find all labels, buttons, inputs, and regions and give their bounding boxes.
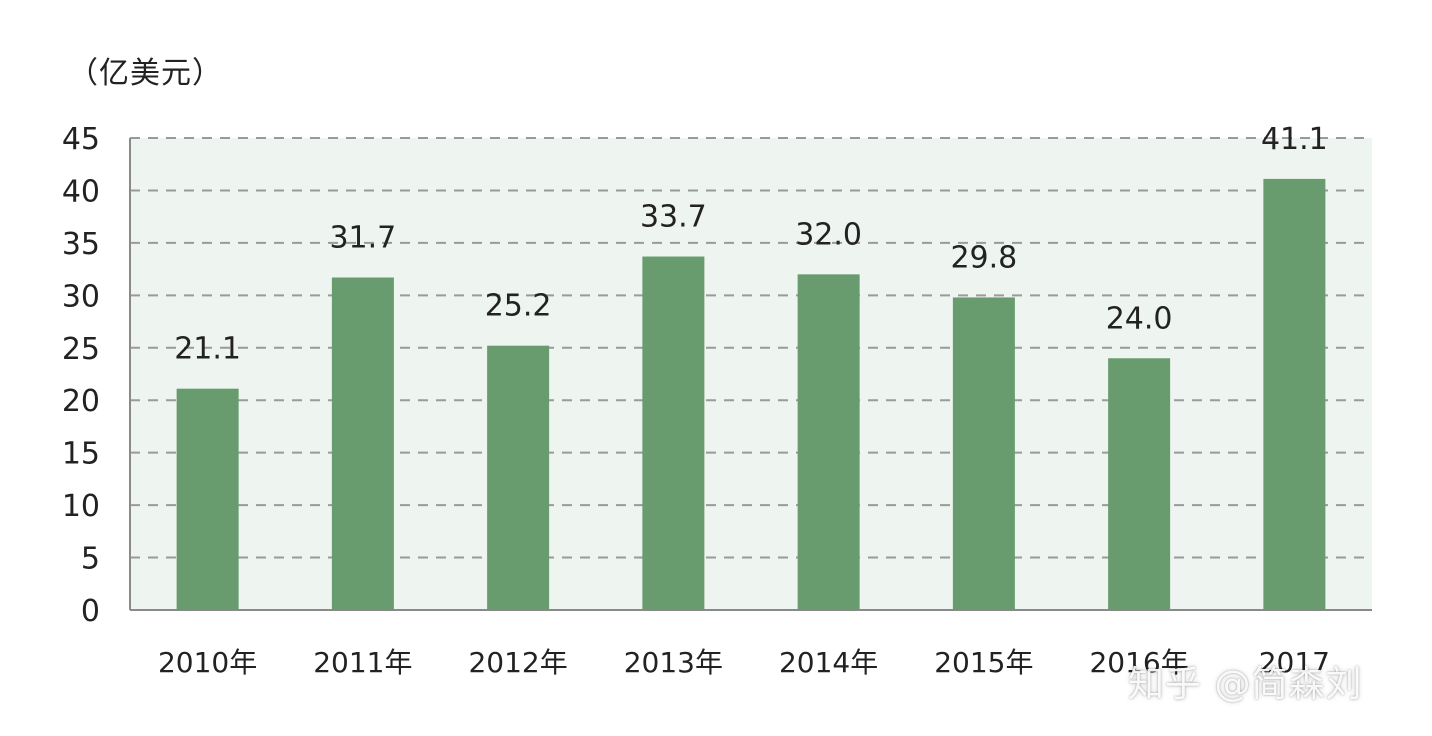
x-tick-label: 2016年 (1089, 646, 1188, 679)
bar-value-label: 33.7 (640, 200, 707, 235)
y-tick-label: 35 (62, 227, 100, 262)
bar (1108, 358, 1171, 610)
y-tick-label: 25 (62, 332, 100, 367)
bar (1263, 178, 1326, 610)
x-tick-label: 2012年 (468, 646, 567, 679)
bar-value-label: 24.0 (1106, 301, 1173, 336)
y-tick-label: 10 (62, 489, 100, 524)
y-tick-label: 0 (81, 594, 100, 629)
x-tick-label: 2015年 (934, 646, 1033, 679)
x-tick-label: 2011年 (313, 646, 412, 679)
bar (952, 297, 1015, 610)
y-axis-unit-label: （亿美元） (68, 56, 223, 91)
bar (331, 277, 394, 610)
x-tick-label: 2013年 (624, 646, 723, 679)
bar (642, 256, 705, 610)
bar (176, 388, 239, 610)
plot-area (130, 138, 1372, 610)
y-tick-label: 15 (62, 437, 100, 472)
bar-value-label: 25.2 (485, 289, 552, 324)
bar-value-label: 21.1 (174, 332, 241, 367)
bar (797, 274, 860, 610)
bar-value-label: 32.0 (795, 217, 862, 252)
bar (487, 345, 550, 610)
y-tick-label: 20 (62, 384, 100, 419)
y-tick-label: 30 (62, 279, 100, 314)
watermark-text: 知乎 @简森刘 (1128, 664, 1363, 705)
x-tick-label: 2014年 (779, 646, 878, 679)
bar-value-label: 41.1 (1261, 122, 1328, 157)
y-tick-label: 45 (62, 122, 100, 157)
x-tick-label: 2010年 (158, 646, 257, 679)
bar-value-label: 29.8 (950, 240, 1017, 275)
bar-value-label: 31.7 (329, 221, 396, 256)
y-tick-label: 40 (62, 174, 100, 209)
x-tick-label: 2017 (1259, 646, 1330, 679)
y-tick-label: 5 (81, 542, 100, 577)
